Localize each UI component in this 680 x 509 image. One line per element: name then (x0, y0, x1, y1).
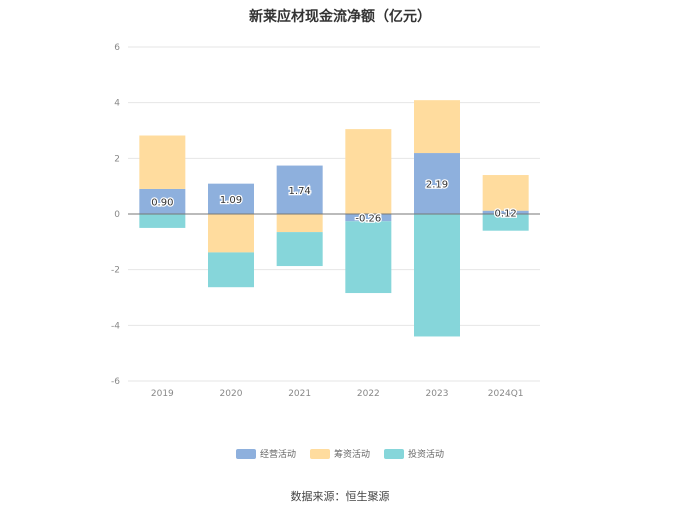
legend-item-operating[interactable]: 经营活动 (235, 447, 296, 460)
legend-label-financing: 筹资活动 (333, 450, 370, 460)
bar-operating (482, 210, 529, 214)
bar-financing (139, 135, 186, 189)
x-tick-label: 2024Q1 (488, 389, 524, 399)
x-tick-label: 2020 (220, 389, 243, 399)
y-tick-label: 4 (114, 99, 120, 109)
x-tick-label: 2021 (288, 389, 311, 399)
x-tick-label: 2023 (426, 389, 449, 399)
data-label: 1.74 (289, 186, 311, 197)
legend-label-operating: 经营活动 (259, 450, 296, 460)
data-source: 数据来源：恒生聚源 (290, 490, 390, 503)
data-label: 0.12 (495, 208, 517, 219)
bar-operating (139, 188, 186, 214)
y-tick-label: -2 (111, 266, 120, 276)
bar-investing (276, 232, 323, 267)
legend-swatch-financing (309, 448, 330, 459)
bar-financing (414, 100, 460, 154)
data-label: 1.09 (220, 195, 242, 206)
bar-financing (276, 214, 323, 233)
bar-operating (208, 183, 254, 214)
chart-title: 新莱应材现金流净额（亿元） (249, 9, 431, 25)
data-label: 0.90 (151, 197, 173, 208)
legend-label-investing: 投资活动 (408, 450, 445, 460)
y-tick-label: 6 (114, 43, 120, 53)
bar-financing (345, 129, 392, 214)
bar-investing (414, 214, 460, 337)
legend-swatch-operating (235, 448, 256, 459)
y-tick-label: -6 (111, 377, 120, 387)
chart-legend: 经营活动 筹资活动 投资活动 (0, 447, 680, 460)
legend-item-investing[interactable]: 投资活动 (384, 447, 444, 460)
bar-investing (208, 252, 254, 288)
bar-financing (482, 175, 529, 211)
legend-item-financing[interactable]: 筹资活动 (309, 447, 370, 460)
x-tick-label: 2019 (151, 389, 174, 399)
data-label: 2.19 (426, 180, 448, 191)
legend-swatch-investing (384, 448, 404, 459)
x-tick-label: 2022 (357, 389, 380, 399)
bar-investing (482, 214, 529, 231)
bar-operating (414, 153, 460, 214)
y-tick-label: 2 (114, 154, 120, 164)
y-tick-label: 0 (114, 210, 120, 220)
bar-investing (345, 221, 392, 294)
bar-operating (276, 165, 323, 214)
data-label: -0.26 (355, 214, 381, 225)
y-tick-label: -4 (111, 321, 120, 331)
bar-investing (139, 214, 186, 228)
bar-financing (208, 214, 254, 253)
bar-operating (345, 214, 392, 222)
